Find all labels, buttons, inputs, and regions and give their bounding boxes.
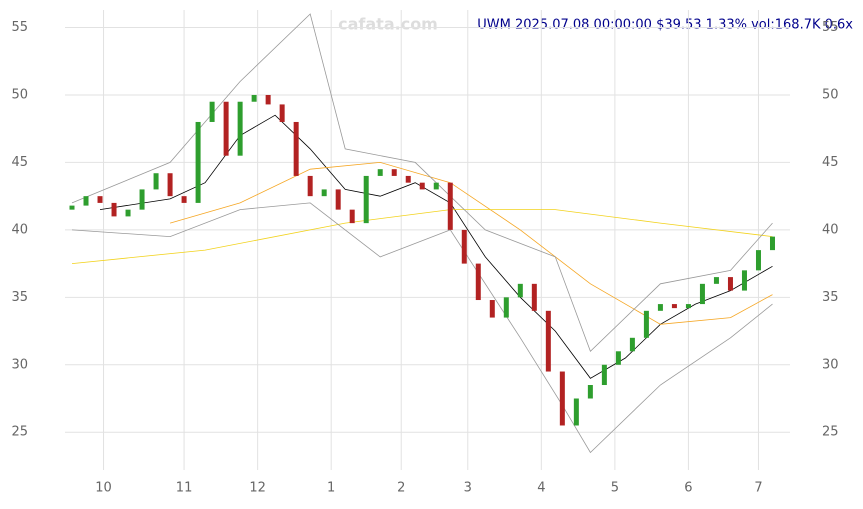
- candle-body: [83, 196, 89, 206]
- overlay-line: [169, 161, 773, 325]
- x-tick-label: 5: [611, 481, 619, 496]
- candle-body: [629, 337, 635, 352]
- candle-body: [405, 175, 411, 183]
- x-tick-label: 12: [249, 481, 266, 496]
- candle-body: [125, 209, 131, 217]
- candle-body: [475, 263, 481, 301]
- y-tick-label: 55: [11, 20, 28, 35]
- overlay-line: [99, 114, 773, 379]
- candle-body: [363, 175, 369, 224]
- y-tick-label-right: 35: [822, 290, 839, 305]
- y-tick-label: 25: [11, 425, 28, 440]
- watermark: cafata.com: [338, 15, 438, 34]
- candle-body: [321, 189, 327, 197]
- candle-body: [265, 94, 271, 105]
- candle-body: [657, 304, 663, 311]
- candle-body: [559, 371, 565, 426]
- candle-body: [293, 121, 299, 176]
- x-tick-label: 2: [397, 481, 405, 496]
- candle-body: [195, 121, 201, 203]
- x-tick-label: 1: [327, 481, 335, 496]
- candle-body: [237, 101, 243, 156]
- candle-body: [433, 182, 439, 190]
- candle-body: [531, 283, 537, 311]
- candle-body: [643, 310, 649, 338]
- y-tick-label: 45: [11, 155, 28, 170]
- candle-body: [503, 297, 509, 318]
- candle-body: [335, 189, 341, 210]
- y-tick-label-right: 40: [822, 222, 839, 237]
- candle-body: [181, 196, 187, 203]
- candle-body: [419, 182, 425, 190]
- y-tick-label: 35: [11, 290, 28, 305]
- candle-body: [391, 169, 397, 176]
- x-tick-label: 7: [754, 481, 762, 496]
- candle-body: [545, 310, 551, 372]
- candle-body: [447, 182, 453, 230]
- candle-body: [685, 304, 691, 309]
- chart-title: UWM 2025.07.08 00:00:00 $39.53 1.33% vol…: [477, 18, 853, 33]
- candle-body: [699, 283, 705, 305]
- y-tick-label-right: 55: [822, 20, 839, 35]
- y-tick-label-right: 25: [822, 425, 839, 440]
- candle-body: [489, 300, 495, 318]
- candle-body: [461, 229, 467, 264]
- overlay-line: [71, 209, 773, 264]
- x-tick-label: 3: [464, 481, 472, 496]
- candle-body: [727, 277, 733, 291]
- candle-body: [209, 101, 215, 122]
- y-tick-label-right: 50: [822, 87, 839, 102]
- candle-body: [111, 202, 117, 217]
- candle-body: [223, 101, 229, 156]
- x-tick-label: 11: [176, 481, 193, 496]
- y-tick-label: 30: [11, 357, 28, 372]
- candle-body: [601, 364, 607, 386]
- candle-body: [377, 169, 383, 176]
- y-tick-label-right: 30: [822, 357, 839, 372]
- overlay-line: [71, 202, 773, 454]
- y-tick-label: 50: [11, 87, 28, 102]
- overlay-line: [71, 13, 773, 353]
- candle-body: [671, 304, 677, 309]
- candle-body: [769, 236, 775, 251]
- candle-body: [167, 173, 173, 197]
- candle-body: [97, 196, 103, 203]
- candle-body: [713, 277, 719, 284]
- candle-body: [517, 283, 523, 298]
- candle-body: [573, 398, 579, 426]
- candle-body: [741, 270, 747, 291]
- y-tick-label-right: 45: [822, 155, 839, 170]
- candle-body: [755, 250, 761, 271]
- candle-body: [69, 205, 75, 210]
- candle-body: [153, 173, 159, 190]
- y-tick-label: 40: [11, 222, 28, 237]
- candle-body: [349, 209, 355, 224]
- candle-body: [587, 385, 593, 399]
- x-tick-label: 4: [537, 481, 545, 496]
- x-tick-label: 6: [684, 481, 692, 496]
- candle-body: [279, 104, 285, 122]
- x-tick-label: 10: [95, 481, 112, 496]
- candle-body: [251, 94, 257, 102]
- candle-body: [307, 175, 313, 197]
- candle-body: [615, 351, 621, 365]
- candle-body: [139, 189, 145, 210]
